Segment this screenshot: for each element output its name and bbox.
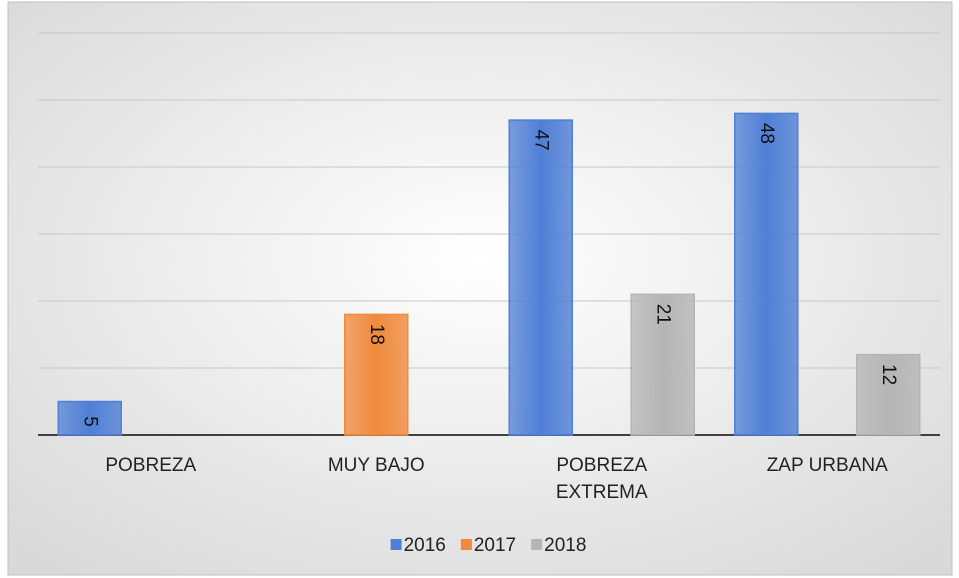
legend-swatch [390,539,402,550]
bar [630,293,695,436]
bar [734,112,799,436]
legend: 2016 2017 2018 [390,535,586,556]
x-tick-label: ZAP URBANA [766,455,888,476]
value-label: 5 [80,416,101,427]
bar [508,119,573,436]
bar [344,313,409,436]
legend-label: 2017 [474,535,516,556]
value-label: 47 [531,130,552,151]
legend-label: 2018 [544,535,586,556]
bar [57,400,122,436]
x-tick-label: POBREZA [105,455,197,476]
legend-swatch [460,539,472,550]
value-label: 18 [366,324,387,345]
legend-swatch [531,539,543,550]
plot-background [7,1,953,576]
x-tick-label: MUY BAJO [327,455,425,476]
value-label: 21 [653,304,674,325]
value-label: 48 [756,123,777,144]
bar [856,353,921,436]
legend-label: 2016 [404,535,446,556]
value-label: 12 [878,364,899,385]
x-tick-label: POBREZA EXTREMA [555,455,648,503]
